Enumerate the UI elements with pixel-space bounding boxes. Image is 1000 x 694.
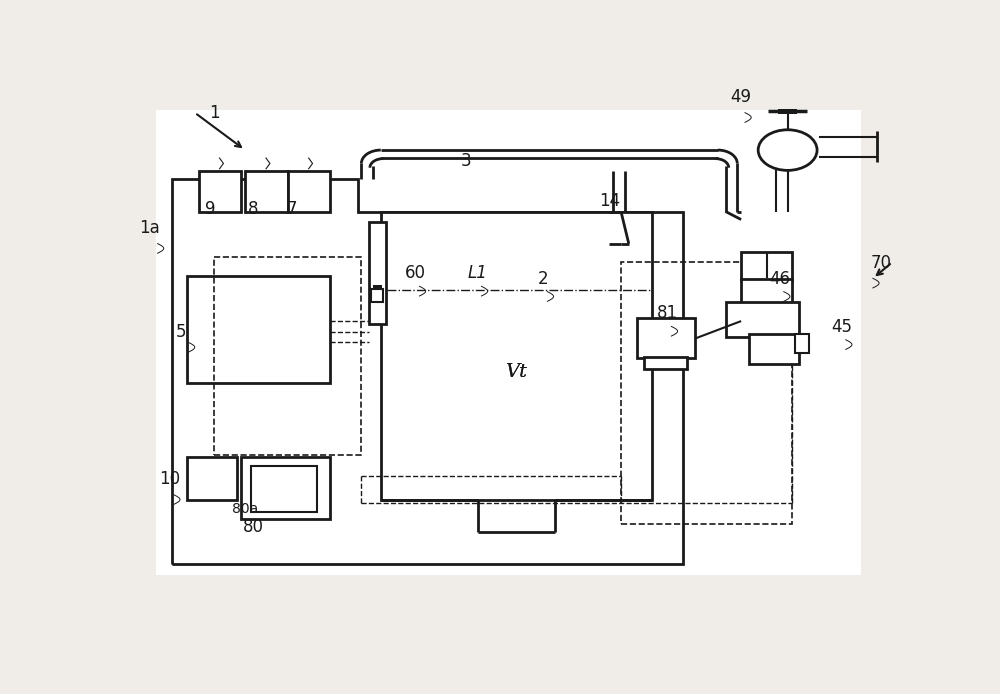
Text: 14: 14: [599, 192, 620, 210]
Circle shape: [758, 130, 817, 171]
Bar: [381, 212, 652, 500]
Text: Vt: Vt: [505, 363, 527, 381]
Bar: [369, 222, 386, 323]
Text: 81: 81: [657, 305, 678, 323]
Bar: [187, 276, 330, 382]
Text: 7: 7: [286, 200, 297, 218]
Bar: [245, 171, 288, 212]
Text: 2: 2: [538, 270, 549, 288]
Bar: [741, 280, 792, 305]
Bar: [621, 262, 792, 524]
Text: 8: 8: [248, 200, 258, 218]
Bar: [156, 110, 861, 575]
Text: 80: 80: [242, 518, 263, 536]
Bar: [637, 319, 695, 359]
Bar: [214, 257, 361, 455]
Text: 10: 10: [159, 470, 181, 488]
Text: 3: 3: [461, 152, 471, 170]
Bar: [726, 303, 799, 337]
Bar: [749, 335, 799, 364]
Bar: [371, 289, 383, 303]
Text: 49: 49: [731, 88, 752, 106]
Bar: [373, 285, 382, 289]
Bar: [741, 252, 792, 281]
Bar: [199, 171, 241, 212]
Bar: [778, 110, 797, 114]
Bar: [795, 335, 809, 353]
Text: 45: 45: [831, 318, 852, 336]
Text: 1a: 1a: [139, 219, 160, 237]
Text: L1: L1: [468, 264, 488, 282]
Text: 60: 60: [405, 264, 426, 282]
Bar: [644, 357, 687, 369]
Text: 70: 70: [870, 253, 891, 271]
Bar: [187, 457, 237, 500]
Bar: [288, 171, 330, 212]
Text: 9: 9: [205, 200, 216, 218]
Text: 46: 46: [769, 270, 790, 288]
Bar: [251, 466, 317, 512]
Bar: [241, 457, 330, 519]
Text: 1: 1: [209, 104, 219, 122]
Text: Vt: Vt: [505, 363, 527, 381]
Text: 80a: 80a: [232, 502, 258, 516]
Text: 5: 5: [176, 323, 186, 341]
